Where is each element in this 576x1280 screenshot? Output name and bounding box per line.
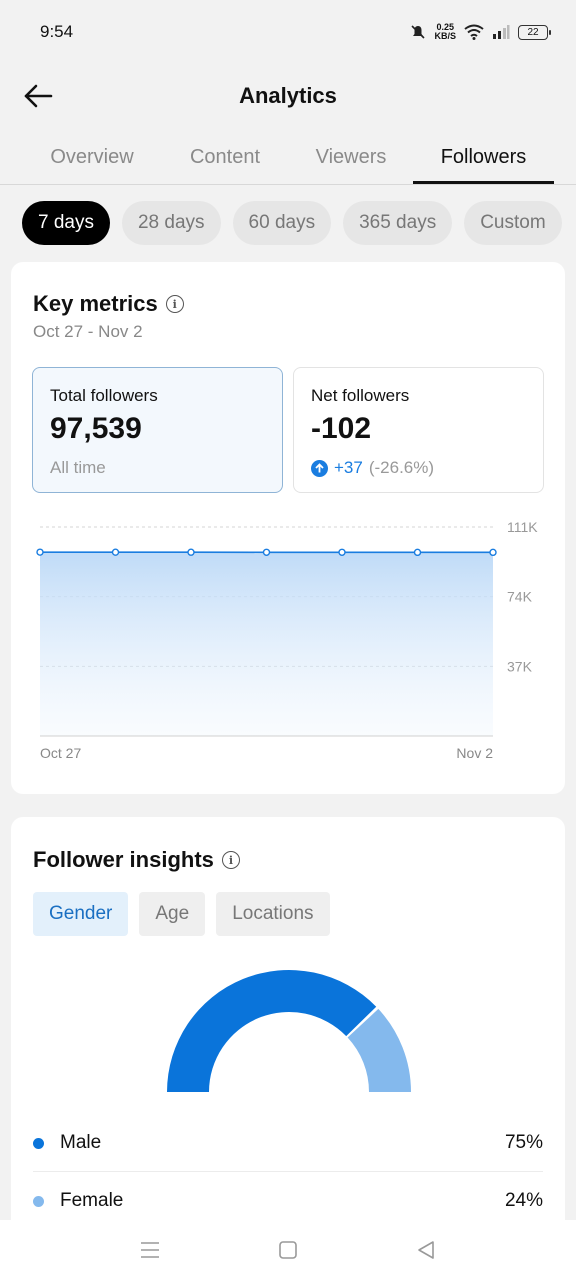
legend-percent: 24%: [504, 1190, 543, 1211]
square-icon: [279, 1241, 297, 1259]
y-tick-label: 111K: [507, 519, 538, 535]
chart-area: [40, 552, 493, 736]
metric-label: Total followers: [50, 386, 158, 405]
insights-tab-age[interactable]: Age: [139, 892, 206, 936]
gender-donut-chart: [167, 970, 411, 1092]
change-percent: (-26.6%): [368, 458, 435, 477]
legend-dot: [33, 1137, 44, 1149]
tab-overview[interactable]: Overview: [50, 145, 134, 168]
chart-point[interactable]: [36, 548, 44, 556]
date-range: Oct 27 - Nov 2: [33, 322, 143, 341]
recents-button[interactable]: [136, 1236, 164, 1264]
chart-point[interactable]: [111, 548, 120, 556]
wifi-icon: [464, 24, 484, 40]
donut-slice-male[interactable]: [167, 970, 377, 1092]
followers-chart: 111K 74K 37K Oct 27 Nov 2: [36, 519, 538, 761]
donut-slice-female[interactable]: [347, 1008, 411, 1092]
status-bar: 9:54 0.25 KB/S 22: [0, 0, 576, 64]
range-custom[interactable]: Custom: [464, 201, 562, 245]
range-28-days[interactable]: 28 days: [121, 201, 221, 245]
back-button[interactable]: [18, 78, 58, 114]
legend-row-female: Female 24%: [33, 1173, 543, 1229]
arrow-left-icon: [24, 84, 53, 108]
status-icons: 0.25 KB/S 22: [410, 22, 551, 41]
follower-insights-card: Follower insights i Gender Age Locations…: [11, 817, 565, 1237]
key-metrics-card: Key metrics i Oct 27 - Nov 2 Total follo…: [11, 262, 565, 794]
metric-value: -102: [311, 412, 372, 445]
legend-label: Male: [60, 1132, 102, 1153]
battery-icon: 22: [518, 24, 551, 40]
legend-row-male: Male 75%: [33, 1115, 543, 1171]
metric-value: 97,539: [50, 412, 142, 445]
y-tick-label: 74K: [507, 589, 533, 605]
insights-tab-locations[interactable]: Locations: [216, 892, 330, 936]
x-tick-label: Oct 27: [40, 745, 81, 761]
info-icon[interactable]: i: [221, 851, 240, 869]
legend-percent: 75%: [504, 1132, 543, 1153]
system-nav-bar: [0, 1220, 576, 1280]
x-tick-label: Nov 2: [456, 745, 493, 761]
app-header: Analytics: [0, 64, 576, 128]
y-tick-label: 37K: [507, 658, 533, 674]
insights-tabs: Gender Age Locations: [33, 892, 330, 936]
chart-point[interactable]: [489, 548, 497, 557]
legend-label: Female: [60, 1190, 124, 1211]
tab-content[interactable]: Content: [189, 145, 261, 168]
tab-viewers[interactable]: Viewers: [315, 145, 387, 168]
range-7-days[interactable]: 7 days: [22, 201, 110, 245]
chart-point[interactable]: [413, 548, 422, 557]
chart-point[interactable]: [187, 548, 195, 556]
status-time: 9:54: [40, 22, 74, 41]
metric-label: Net followers: [311, 386, 410, 405]
net-followers-metric[interactable]: Net followers -102 +37 (-26.6%): [293, 367, 544, 493]
triangle-back-icon: [418, 1241, 434, 1259]
tab-followers[interactable]: Followers: [413, 130, 554, 184]
insights-tab-gender[interactable]: Gender: [33, 892, 129, 936]
divider: [33, 1171, 543, 1172]
menu-icon: [141, 1242, 159, 1258]
mute-icon: [411, 25, 426, 39]
chart-point[interactable]: [338, 548, 346, 556]
network-speed: 0.25 KB/S: [434, 22, 456, 41]
page-title: Analytics: [239, 83, 337, 108]
range-365-days[interactable]: 365 days: [343, 201, 453, 245]
total-followers-metric[interactable]: Total followers 97,539 All time: [32, 367, 283, 493]
home-button[interactable]: [274, 1236, 302, 1264]
signal-icon: [493, 25, 510, 39]
metric-change: +37 (-26.6%): [311, 458, 526, 478]
change-value: +37: [334, 458, 363, 477]
key-metrics-title: Key metrics i: [33, 291, 184, 317]
legend-dot: [33, 1195, 44, 1207]
back-nav-button[interactable]: [412, 1236, 440, 1264]
analytics-tabs: Overview Content Viewers Followers: [0, 130, 576, 185]
arrow-up-icon: [311, 459, 328, 477]
info-icon[interactable]: i: [165, 295, 184, 313]
date-range-chips: 7 days 28 days 60 days 365 days Custom: [22, 201, 564, 245]
chart-point[interactable]: [262, 548, 271, 556]
metric-sub: All time: [50, 458, 106, 477]
range-60-days[interactable]: 60 days: [232, 201, 332, 245]
follower-insights-title: Follower insights i: [33, 847, 240, 873]
